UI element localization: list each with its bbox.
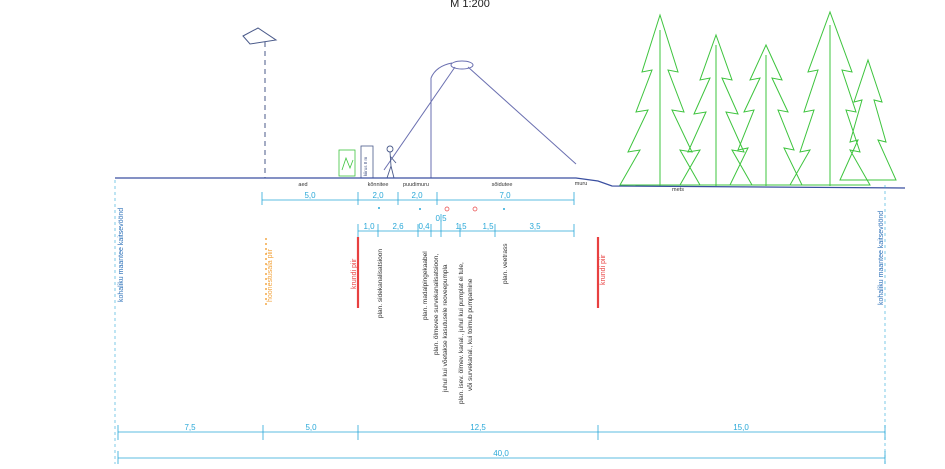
utility-label-3b: või survekanal., kui toimub pumpamine [467,278,474,391]
dim-r2-2: 0,4 [418,222,430,231]
dim-r1-3: 7,0 [499,191,511,200]
left-property-label: krundi piir [351,258,358,289]
dim-r2-0: 1,0 [363,222,375,231]
dim-r2-3: 0,5 [435,214,447,223]
utility-label-2b: juhul kui võetakse kasutusele reoveepump… [442,264,449,393]
label-soidutee: sõidutee [492,182,513,188]
label-aed: aed [298,182,307,188]
pedestrian-figure [386,145,397,179]
dim-r2-1: 2,6 [392,222,404,231]
dim-bottom-0: 7,5 [184,423,196,432]
dim-r2-4: 1,5 [455,222,467,231]
right-property-label: krundi piir [600,254,607,285]
dim-r2-5: 1,5 [482,222,494,231]
sign-text: kiirus 8 m [363,156,368,176]
dim-bottom-1: 5,0 [305,423,317,432]
street-light [383,60,577,178]
dimension-row-1 [261,192,575,205]
right-border-label: kohaliku maantee kaitsevöönd [878,211,885,305]
utility-label-3a: plan. isev. ölmev. kanal., juhul kui pum… [458,262,465,404]
utility-markers [378,206,505,212]
scale-title: M 1:200 [450,0,490,10]
utility-labels: plan. sidekanalisatsioon plan. madalping… [377,243,509,404]
dim-bottom-3: 15,0 [733,423,749,432]
utility-label-0: plan. sidekanalisatsioon [377,249,384,318]
ground-line [115,177,906,189]
dim-r1-1: 2,0 [372,191,384,200]
label-konnitee: kõnnitee [368,182,389,188]
building-line-label: hoonestusala piir [267,248,274,302]
dim-total: 40,0 [493,449,509,458]
bottom-dimension-row [117,425,886,464]
utility-label-2a: plan. ölmevee survekanalisatsioon, [433,254,440,355]
label-mets: mets [672,187,684,193]
forest-trees [619,10,897,186]
dim-bottom-2: 12,5 [470,423,486,432]
lamp-post-left [242,27,278,178]
dim-r1-2: 2,0 [411,191,423,200]
cyclist-figure: kiirus 8 m [338,145,374,179]
dimension-row-2 [357,214,575,237]
dim-r2-6: 3,5 [529,222,541,231]
label-muru: muru [575,181,588,187]
dim-r1-0: 5,0 [304,191,316,200]
left-border-label: kohaliku maantee kaitsevöönd [118,208,125,302]
label-puudimuru: puudimuru [403,182,429,188]
utility-label-4: plan. veetrass [502,243,509,284]
utility-label-1: plan. madalpingekaabel [422,251,429,320]
